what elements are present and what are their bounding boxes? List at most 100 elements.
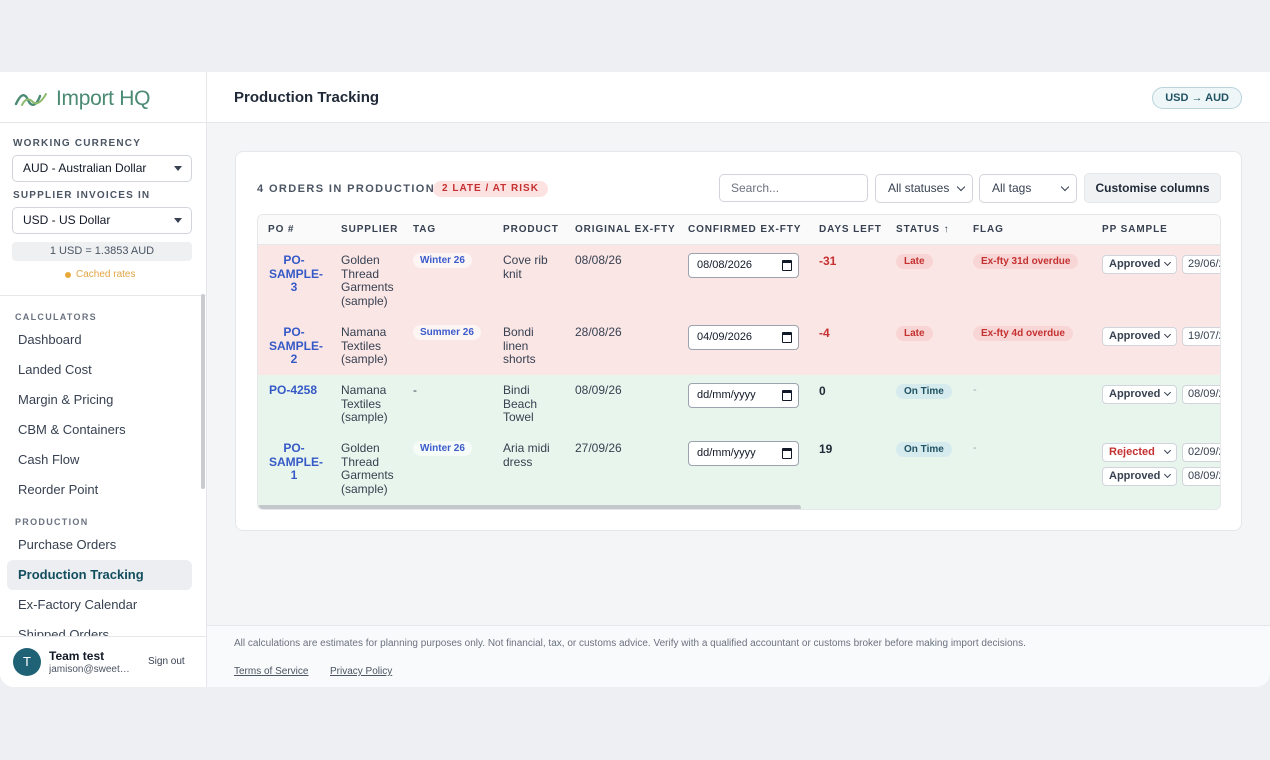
date-value: 04/09/2026: [697, 331, 753, 343]
calendar-icon[interactable]: [782, 390, 792, 401]
avatar[interactable]: T: [13, 648, 41, 676]
po-text: PO-4258: [269, 383, 318, 397]
status-filter-select[interactable]: All statuses: [875, 174, 973, 203]
supplier-text: Textiles: [341, 396, 382, 411]
sidebar-item-cbm-containers[interactable]: CBM & Containers: [18, 422, 126, 437]
sign-out-button[interactable]: Sign out: [148, 656, 185, 667]
status-badge: On Time: [896, 384, 952, 399]
supplier-text: Namana: [341, 383, 387, 397]
po-link[interactable]: PO- SAMPLE- 1: [269, 441, 323, 483]
product-text: dress: [503, 454, 533, 469]
table-horizontal-scrollbar[interactable]: [258, 505, 801, 509]
col-pp-sample[interactable]: PP SAMPLE: [1102, 224, 1168, 235]
col-product[interactable]: PRODUCT: [503, 224, 559, 235]
pp-sample-date-input[interactable]: 02/09/2026: [1182, 443, 1220, 462]
original-ex-fty: 08/08/26: [575, 253, 622, 267]
po-text: SAMPLE-: [269, 454, 323, 469]
nav-section-production: PRODUCTION: [15, 517, 89, 527]
status-filter-value: All statuses: [888, 181, 950, 195]
logo[interactable]: Import HQ: [14, 86, 150, 112]
chevron-down-icon: [1163, 446, 1172, 455]
search-input[interactable]: [719, 174, 868, 202]
chevron-down-icon: [1163, 388, 1172, 397]
po-link[interactable]: PO- SAMPLE- 3: [269, 253, 323, 295]
supplier-text: Textiles: [341, 338, 382, 353]
pp-sample-date-input[interactable]: 08/09/2026: [1182, 385, 1220, 404]
orders-card: 4 ORDERS IN PRODUCTION 2 LATE / AT RISK …: [235, 151, 1242, 531]
col-po[interactable]: PO #: [268, 224, 295, 235]
product-cell: Cove rib knit: [503, 253, 548, 281]
logo-wave-icon: [14, 93, 47, 106]
pp-sample-status-select[interactable]: Approved: [1102, 467, 1177, 486]
confirmed-ex-fty-input[interactable]: 08/08/2026: [688, 253, 799, 278]
sidebar-item-margin-pricing[interactable]: Margin & Pricing: [18, 392, 114, 407]
po-text: SAMPLE-: [269, 266, 323, 281]
calendar-icon[interactable]: [782, 332, 792, 343]
col-flag[interactable]: FLAG: [973, 224, 1004, 235]
top-bar: Production Tracking USD → AUD: [207, 72, 1270, 123]
tag-badge: Summer 26: [413, 325, 481, 340]
user-area: T Team test jamison@sweetpea.com.au Sign…: [0, 636, 206, 687]
supplier-invoices-label: SUPPLIER INVOICES IN: [13, 190, 151, 201]
days-left: 19: [819, 442, 833, 456]
privacy-link[interactable]: Privacy Policy: [330, 666, 393, 677]
po-text: 1: [290, 468, 298, 482]
currency-pair-pill[interactable]: USD → AUD: [1152, 87, 1242, 109]
pp-sample-date-input[interactable]: 19/07/2026: [1182, 327, 1220, 346]
col-days-left[interactable]: DAYS LEFT: [819, 224, 882, 235]
col-status[interactable]: STATUS ↑: [896, 224, 950, 235]
sidebar-item-production-tracking[interactable]: Production Tracking: [7, 560, 192, 590]
calendar-icon[interactable]: [782, 260, 792, 271]
sidebar-item-ex-factory-calendar[interactable]: Ex-Factory Calendar: [18, 597, 138, 612]
supplier-text: (sample): [341, 410, 388, 424]
pp-sample-status-select[interactable]: Approved: [1102, 385, 1177, 404]
sidebar-item-reorder-point[interactable]: Reorder Point: [18, 482, 99, 497]
user-name: Team test: [49, 649, 105, 663]
po-text: 2: [290, 352, 298, 366]
po-link[interactable]: PO- SAMPLE- 2: [269, 325, 323, 367]
col-supplier[interactable]: SUPPLIER: [341, 224, 399, 235]
days-left: -4: [819, 326, 830, 340]
pp-sample-status-select[interactable]: Approved: [1102, 327, 1177, 346]
status-badge: Late: [896, 326, 933, 341]
working-currency-select[interactable]: AUD - Australian Dollar: [12, 155, 192, 182]
pp-sample-date-input[interactable]: 29/06/2026: [1182, 255, 1220, 274]
supplier-currency-select[interactable]: USD - US Dollar: [12, 207, 192, 234]
col-tag[interactable]: TAG: [413, 224, 437, 235]
date-placeholder: dd/mm/yyyy: [697, 447, 756, 459]
confirmed-ex-fty-input[interactable]: 04/09/2026: [688, 325, 799, 350]
sidebar-item-purchase-orders[interactable]: Purchase Orders: [18, 537, 117, 552]
terms-link[interactable]: Terms of Service: [234, 666, 309, 677]
po-link[interactable]: PO-4258: [269, 383, 318, 398]
sidebar-item-dashboard[interactable]: Dashboard: [18, 332, 82, 347]
divider: [0, 295, 206, 296]
pp-sample-status-select[interactable]: Approved: [1102, 255, 1177, 274]
production-table: PO # SUPPLIER TAG PRODUCT ORIGINAL EX-FT…: [257, 214, 1221, 510]
pp-sample-date-input[interactable]: 08/09/2026: [1182, 467, 1220, 486]
flag-empty: -: [973, 384, 977, 396]
sidebar-item-landed-cost[interactable]: Landed Cost: [18, 362, 92, 377]
pp-status-value: Approved: [1109, 470, 1161, 482]
app-window: Import HQ WORKING CURRENCY AUD - Austral…: [0, 72, 1270, 687]
calendar-icon[interactable]: [782, 448, 792, 459]
chevron-down-icon: [1163, 470, 1172, 479]
product-text: Cove rib: [503, 253, 548, 267]
sidebar-item-cash-flow[interactable]: Cash Flow: [18, 452, 80, 467]
orders-count-title: 4 ORDERS IN PRODUCTION: [257, 183, 436, 195]
confirmed-ex-fty-input[interactable]: dd/mm/yyyy: [688, 441, 799, 466]
sidebar-scrollbar[interactable]: [201, 294, 205, 489]
product-text: shorts: [503, 352, 536, 366]
customise-columns-button[interactable]: Customise columns: [1084, 173, 1221, 203]
pp-sample-status-select[interactable]: Rejected: [1102, 443, 1177, 462]
col-confirmed-ex-fty[interactable]: CONFIRMED EX-FTY: [688, 224, 802, 235]
status-badge: Late: [896, 254, 933, 269]
pp-status-value: Approved: [1109, 258, 1161, 270]
supplier-text: Thread: [341, 266, 380, 281]
tag-filter-select[interactable]: All tags: [979, 174, 1077, 203]
tag-badge: Winter 26: [413, 253, 472, 268]
tag-badge: Winter 26: [413, 441, 472, 456]
supplier-cell: Golden Thread Garments (sample): [341, 253, 394, 308]
col-original-ex-fty[interactable]: ORIGINAL EX-FTY: [575, 224, 676, 235]
confirmed-ex-fty-input[interactable]: dd/mm/yyyy: [688, 383, 799, 408]
product-cell: Bindi Beach Towel: [503, 383, 537, 425]
